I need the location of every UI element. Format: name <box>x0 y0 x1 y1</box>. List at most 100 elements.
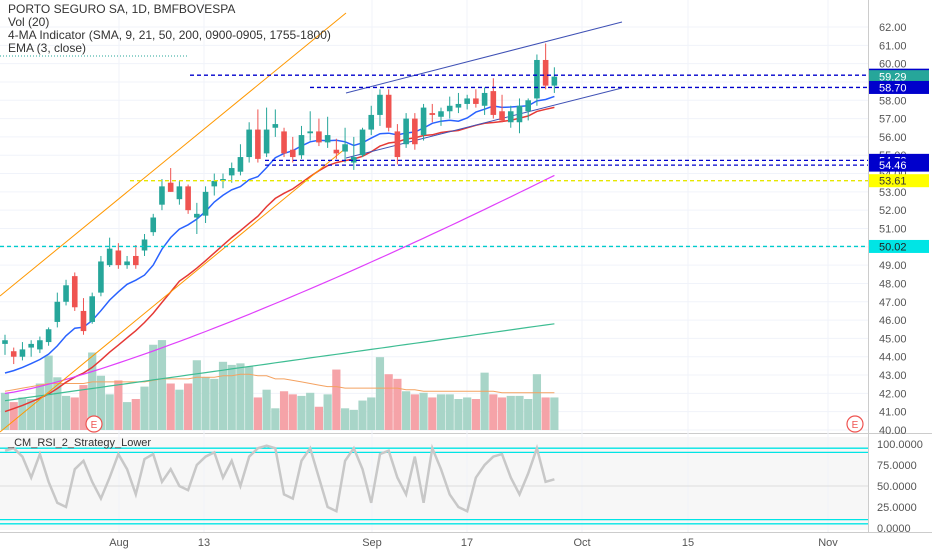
rsi-tick-label: 50.0000 <box>877 481 917 493</box>
volume-bar <box>489 394 498 430</box>
volume-bar <box>227 364 236 430</box>
candle-body <box>525 100 531 112</box>
price-tag-label: 53.61 <box>879 176 907 188</box>
sma-9-line <box>4 95 555 374</box>
candle-body <box>385 94 392 128</box>
price-tick-label: 45.00 <box>879 333 907 345</box>
price-tag <box>869 80 929 94</box>
volume-bar <box>506 395 515 430</box>
candle-body <box>377 94 383 115</box>
candle-body <box>89 296 95 322</box>
volume-bar <box>384 374 393 430</box>
volume-bar <box>402 391 411 430</box>
rsi-tick-label: 100.0000 <box>877 439 923 451</box>
volume-bar <box>471 399 480 430</box>
volume-bar <box>210 378 219 430</box>
volume-bar <box>436 394 446 430</box>
volume-bar <box>184 383 193 430</box>
candle-body <box>237 157 244 172</box>
candle-body <box>316 131 322 143</box>
candle-body <box>499 111 505 121</box>
volume-bar <box>236 363 245 430</box>
time-tick-label: 15 <box>682 537 694 549</box>
sma-21-line <box>4 106 555 413</box>
volume-bar <box>323 394 332 430</box>
candle-body <box>133 255 139 266</box>
volume-bar <box>497 397 507 430</box>
volume-bar <box>79 385 88 430</box>
candle-body <box>45 329 52 343</box>
rsi-panel: 100.0000 75.0000 50.0000 25.0000 0.0000 <box>0 439 923 535</box>
event-marker[interactable] <box>85 415 103 433</box>
price-pane <box>0 0 868 432</box>
volume-bar <box>88 352 97 430</box>
time-tick-label: Oct <box>573 537 590 549</box>
price-tag-label: 54.46 <box>879 160 907 172</box>
legend-ma-indicator[interactable]: 4-MA Indicator (SMA, 9, 21, 50, 200, 090… <box>8 28 331 42</box>
price-tick-label: 53.00 <box>879 187 907 199</box>
volume-bar <box>332 369 341 430</box>
candle-body <box>272 124 279 128</box>
volume-bar <box>524 399 533 430</box>
rsi-panel-title[interactable]: _CM_RSI_2_Strategy_Lower <box>8 437 152 449</box>
blue-channel-upper <box>345 21 623 94</box>
candle-body <box>551 76 558 86</box>
candle-body <box>255 129 261 159</box>
volume-bar <box>428 397 437 430</box>
volume-bar <box>61 395 71 430</box>
rsi-line <box>4 443 555 514</box>
candle-body <box>115 250 122 266</box>
event-marker[interactable] <box>846 415 864 433</box>
candle-body <box>394 131 401 158</box>
candle-body <box>455 103 462 108</box>
rsi-tick-label: 25.0000 <box>877 502 917 514</box>
price-tick-label: 51.00 <box>879 224 907 236</box>
volume-bar <box>166 383 175 430</box>
event-marker-label: E <box>852 420 859 431</box>
price-tick-label: 42.00 <box>879 388 907 400</box>
rsi-tick-label: 0.0000 <box>877 523 911 535</box>
candle-body <box>80 310 87 332</box>
volume-bar <box>35 383 44 430</box>
time-tick-label: Nov <box>818 537 838 549</box>
candle-body <box>246 129 252 158</box>
legend-ema[interactable]: EMA (3, close) <box>8 41 87 55</box>
candle-body <box>507 111 514 123</box>
orange-channel-upper <box>0 12 347 297</box>
candle-body <box>351 157 357 163</box>
volume-bar <box>175 389 184 430</box>
candle-body <box>429 113 436 115</box>
candle-body <box>220 179 226 181</box>
volume-bar <box>262 389 271 430</box>
volume-bar <box>349 409 358 430</box>
candle-body <box>106 248 113 266</box>
volume-bar <box>279 391 289 430</box>
price-tick-label: 46.00 <box>879 315 907 327</box>
time-tick-label: 17 <box>461 537 473 549</box>
candle-body <box>63 285 69 302</box>
rsi-tick-label: 75.0000 <box>877 460 917 472</box>
volume-bar <box>550 397 559 430</box>
candle-body <box>167 182 174 192</box>
volume-bar <box>105 394 114 430</box>
candle-body <box>298 135 305 156</box>
volume-bar <box>131 399 140 430</box>
orange-channel-lower <box>0 147 347 433</box>
candle-body <box>481 92 488 106</box>
volume-bar <box>340 408 350 430</box>
volume-average-line <box>4 373 555 394</box>
volume-bar <box>454 399 463 430</box>
candle-body <box>412 118 418 145</box>
candle-body <box>342 144 348 152</box>
price-tag-label: 58.70 <box>879 82 907 94</box>
candle-body <box>19 349 26 357</box>
volume-bar <box>419 392 428 430</box>
price-tag <box>869 174 929 188</box>
price-tick-label: 43.00 <box>879 370 907 382</box>
volume-bar <box>192 360 201 430</box>
legend-volume[interactable]: Vol (20) <box>8 15 50 29</box>
volume-bar <box>44 355 53 430</box>
